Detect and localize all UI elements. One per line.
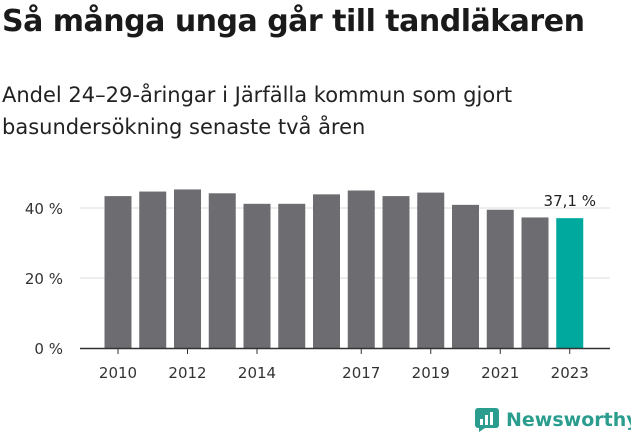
- y-tick-label: 20 %: [25, 270, 63, 288]
- x-tick-label: 2023: [551, 364, 589, 382]
- x-tick-label: 2010: [99, 364, 137, 382]
- x-tick-label: 2017: [342, 364, 380, 382]
- bar-2014: [243, 203, 271, 348]
- bar-2020: [452, 204, 479, 348]
- x-tick-label: 2021: [481, 364, 519, 382]
- bar-2011: [139, 191, 167, 348]
- bar-2013: [208, 193, 236, 348]
- brand-logo: Newsworthy: [474, 407, 631, 433]
- bar-2017: [347, 190, 375, 348]
- brand-name: Newsworthy: [506, 409, 631, 431]
- bar-2019: [417, 192, 445, 348]
- y-tick-label: 40 %: [25, 200, 63, 218]
- highlight-data-label: 37,1 %: [544, 192, 596, 210]
- x-tick-label: 2012: [168, 364, 206, 382]
- x-tick-label: 2014: [238, 364, 276, 382]
- bar-2023: [556, 218, 584, 348]
- bar-2022: [521, 217, 549, 348]
- chart-title: Så många unga går till tandläkaren: [2, 4, 585, 39]
- newsworthy-logo-icon: [475, 408, 499, 432]
- bar-2010: [104, 196, 132, 348]
- bar-2021: [486, 209, 514, 348]
- chart-subtitle: Andel 24–29-åringar i Järfälla kommun so…: [2, 83, 513, 139]
- y-tick-label: 0 %: [34, 340, 63, 358]
- x-tick-label: 2019: [412, 364, 450, 382]
- bar-2012: [174, 189, 201, 348]
- bar-2016: [313, 194, 340, 348]
- bar-2015: [278, 203, 306, 348]
- bar-2018: [382, 196, 410, 348]
